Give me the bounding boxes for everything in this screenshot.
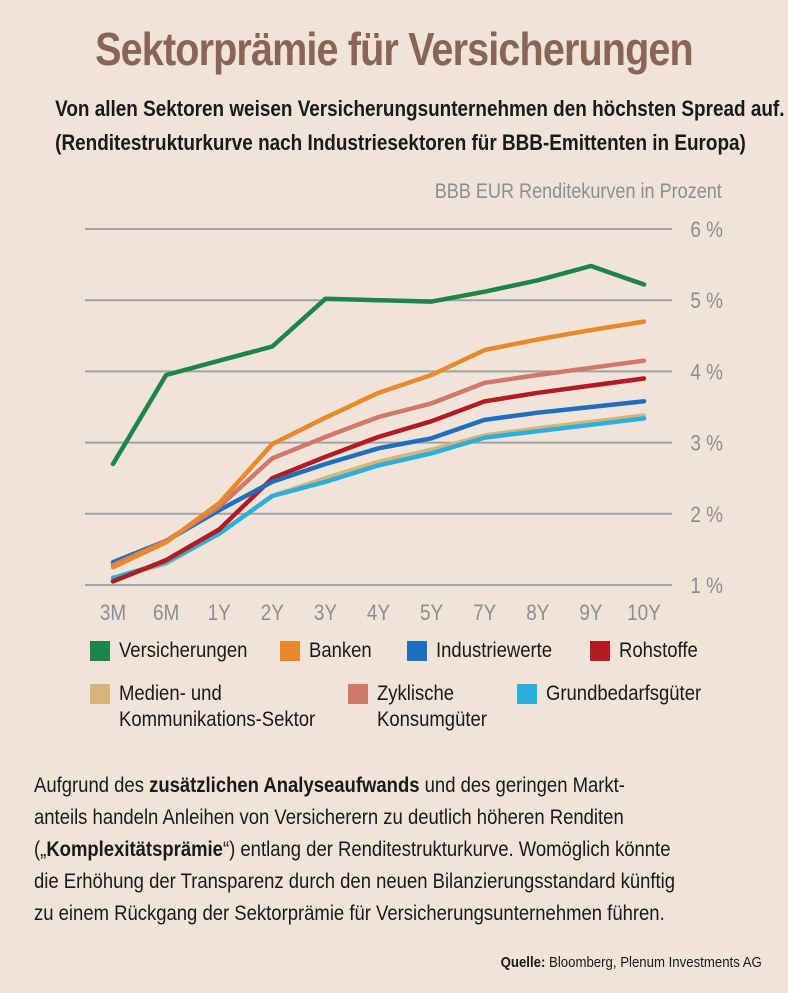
legend-label-grundbedarf: Grundbedarfsgüter [546, 682, 702, 705]
source-note: Quelle: Bloomberg, Plenum Investments AG [501, 954, 762, 971]
body-line-4: die Erhöhung der Transparenz durch den n… [34, 870, 676, 893]
legend-swatch-banken [280, 641, 300, 661]
x-tick-label: 8Y [526, 601, 549, 626]
x-tick-label: 5Y [420, 601, 443, 626]
legend-item-rohstoffe: Rohstoffe [590, 638, 709, 664]
x-tick-label: 2Y [261, 601, 284, 626]
y-tick-label: 3 % [690, 431, 723, 456]
legend-item-medien: Medien- und Kommunikations-Sektor [90, 681, 342, 733]
legend-item-zyklische: Zyklische Konsumgüter [348, 681, 502, 733]
legend-label-medien-line1: Medien- und [119, 682, 222, 705]
legend-swatch-versicherungen [90, 641, 110, 661]
body-line-1: Aufgrund des zusätzlichen Analyseaufwand… [34, 774, 625, 797]
series-line-banken [110, 319, 647, 570]
y-tick-label: 4 % [690, 360, 723, 385]
legend-label-rohstoffe: Rohstoffe [619, 639, 698, 662]
x-tick-label: 1Y [208, 601, 231, 626]
series-line-versicherungen [110, 263, 647, 467]
y-tick-label: 2 % [690, 502, 723, 527]
source-text: Bloomberg, Plenum Investments AG [545, 954, 762, 971]
source-label: Quelle: [500, 954, 546, 971]
legend-item-industriewerte: Industriewerte [407, 638, 568, 664]
legend-label-industriewerte: Industriewerte [436, 639, 553, 662]
y-tick-label: 6 % [690, 218, 723, 243]
y-tick-label: 1 % [690, 574, 723, 599]
legend-label-zyklische-line1: Zyklische [377, 682, 455, 705]
body-line-5: zu einem Rückgang der Sektorprämie für V… [34, 902, 665, 925]
x-tick-label: 3M [100, 601, 126, 626]
body-emphasis-komplexitaet: Komplexitätsprämie [46, 838, 223, 861]
legend-swatch-grundbedarf [517, 684, 537, 704]
body-paragraph: Aufgrund des zusätzlichen Analyseaufwand… [34, 770, 738, 930]
body-line-2: anteils handeln Anleihen von Versicherer… [34, 806, 624, 829]
series-line-rohstoffe [110, 376, 647, 584]
legend-item-banken: Banken [280, 638, 380, 664]
x-tick-label: 6M [153, 601, 179, 626]
page-title: Sektorprämie für Versicherungen [95, 23, 694, 75]
legend-swatch-zyklische [348, 684, 368, 704]
x-tick-label: 9Y [579, 601, 602, 626]
body-emphasis-analyseaufwand: zusätzlichen Analyseaufwands [149, 774, 420, 797]
subtitle-line-1: Von allen Sektoren weisen Versicherungsu… [55, 96, 785, 121]
legend-label-banken: Banken [309, 639, 372, 662]
x-tick-label: 7Y [473, 601, 496, 626]
legend-item-grundbedarf: Grundbedarfsgüter [517, 681, 722, 707]
line-chart: 1 % 2 % 3 % 4 % 5 % 6 % 3M 6M 1Y 2Y 3Y 4Y 5Y 7Y 8Y 9Y 10… [85, 218, 723, 626]
legend-label-versicherungen: Versicherungen [119, 639, 248, 662]
x-tick-label: 3Y [314, 601, 337, 626]
series-line-medien-und-kommunikations-sektor [110, 413, 647, 581]
x-tick-label: 4Y [367, 601, 390, 626]
body-line-3: („Komplexitätsprämie“) entlang der Rendi… [34, 838, 671, 861]
legend-swatch-medien [90, 684, 110, 704]
y-tick-label: 5 % [690, 289, 723, 314]
legend-label-zyklische-line2: Konsumgüter [377, 708, 487, 731]
legend-item-versicherungen: Versicherungen [90, 638, 265, 664]
legend-swatch-rohstoffe [590, 641, 610, 661]
legend-swatch-industriewerte [407, 641, 427, 661]
subtitle-line-2: (Renditestrukturkurve nach Industriesekt… [55, 130, 746, 155]
legend-label-medien-line2: Kommunikations-Sektor [119, 708, 316, 731]
x-tick-label: 10Y [627, 601, 661, 626]
series-line-grundbedarfsgüter [110, 416, 647, 581]
y-axis-label: BBB EUR Renditekurven in Prozent [434, 180, 722, 203]
